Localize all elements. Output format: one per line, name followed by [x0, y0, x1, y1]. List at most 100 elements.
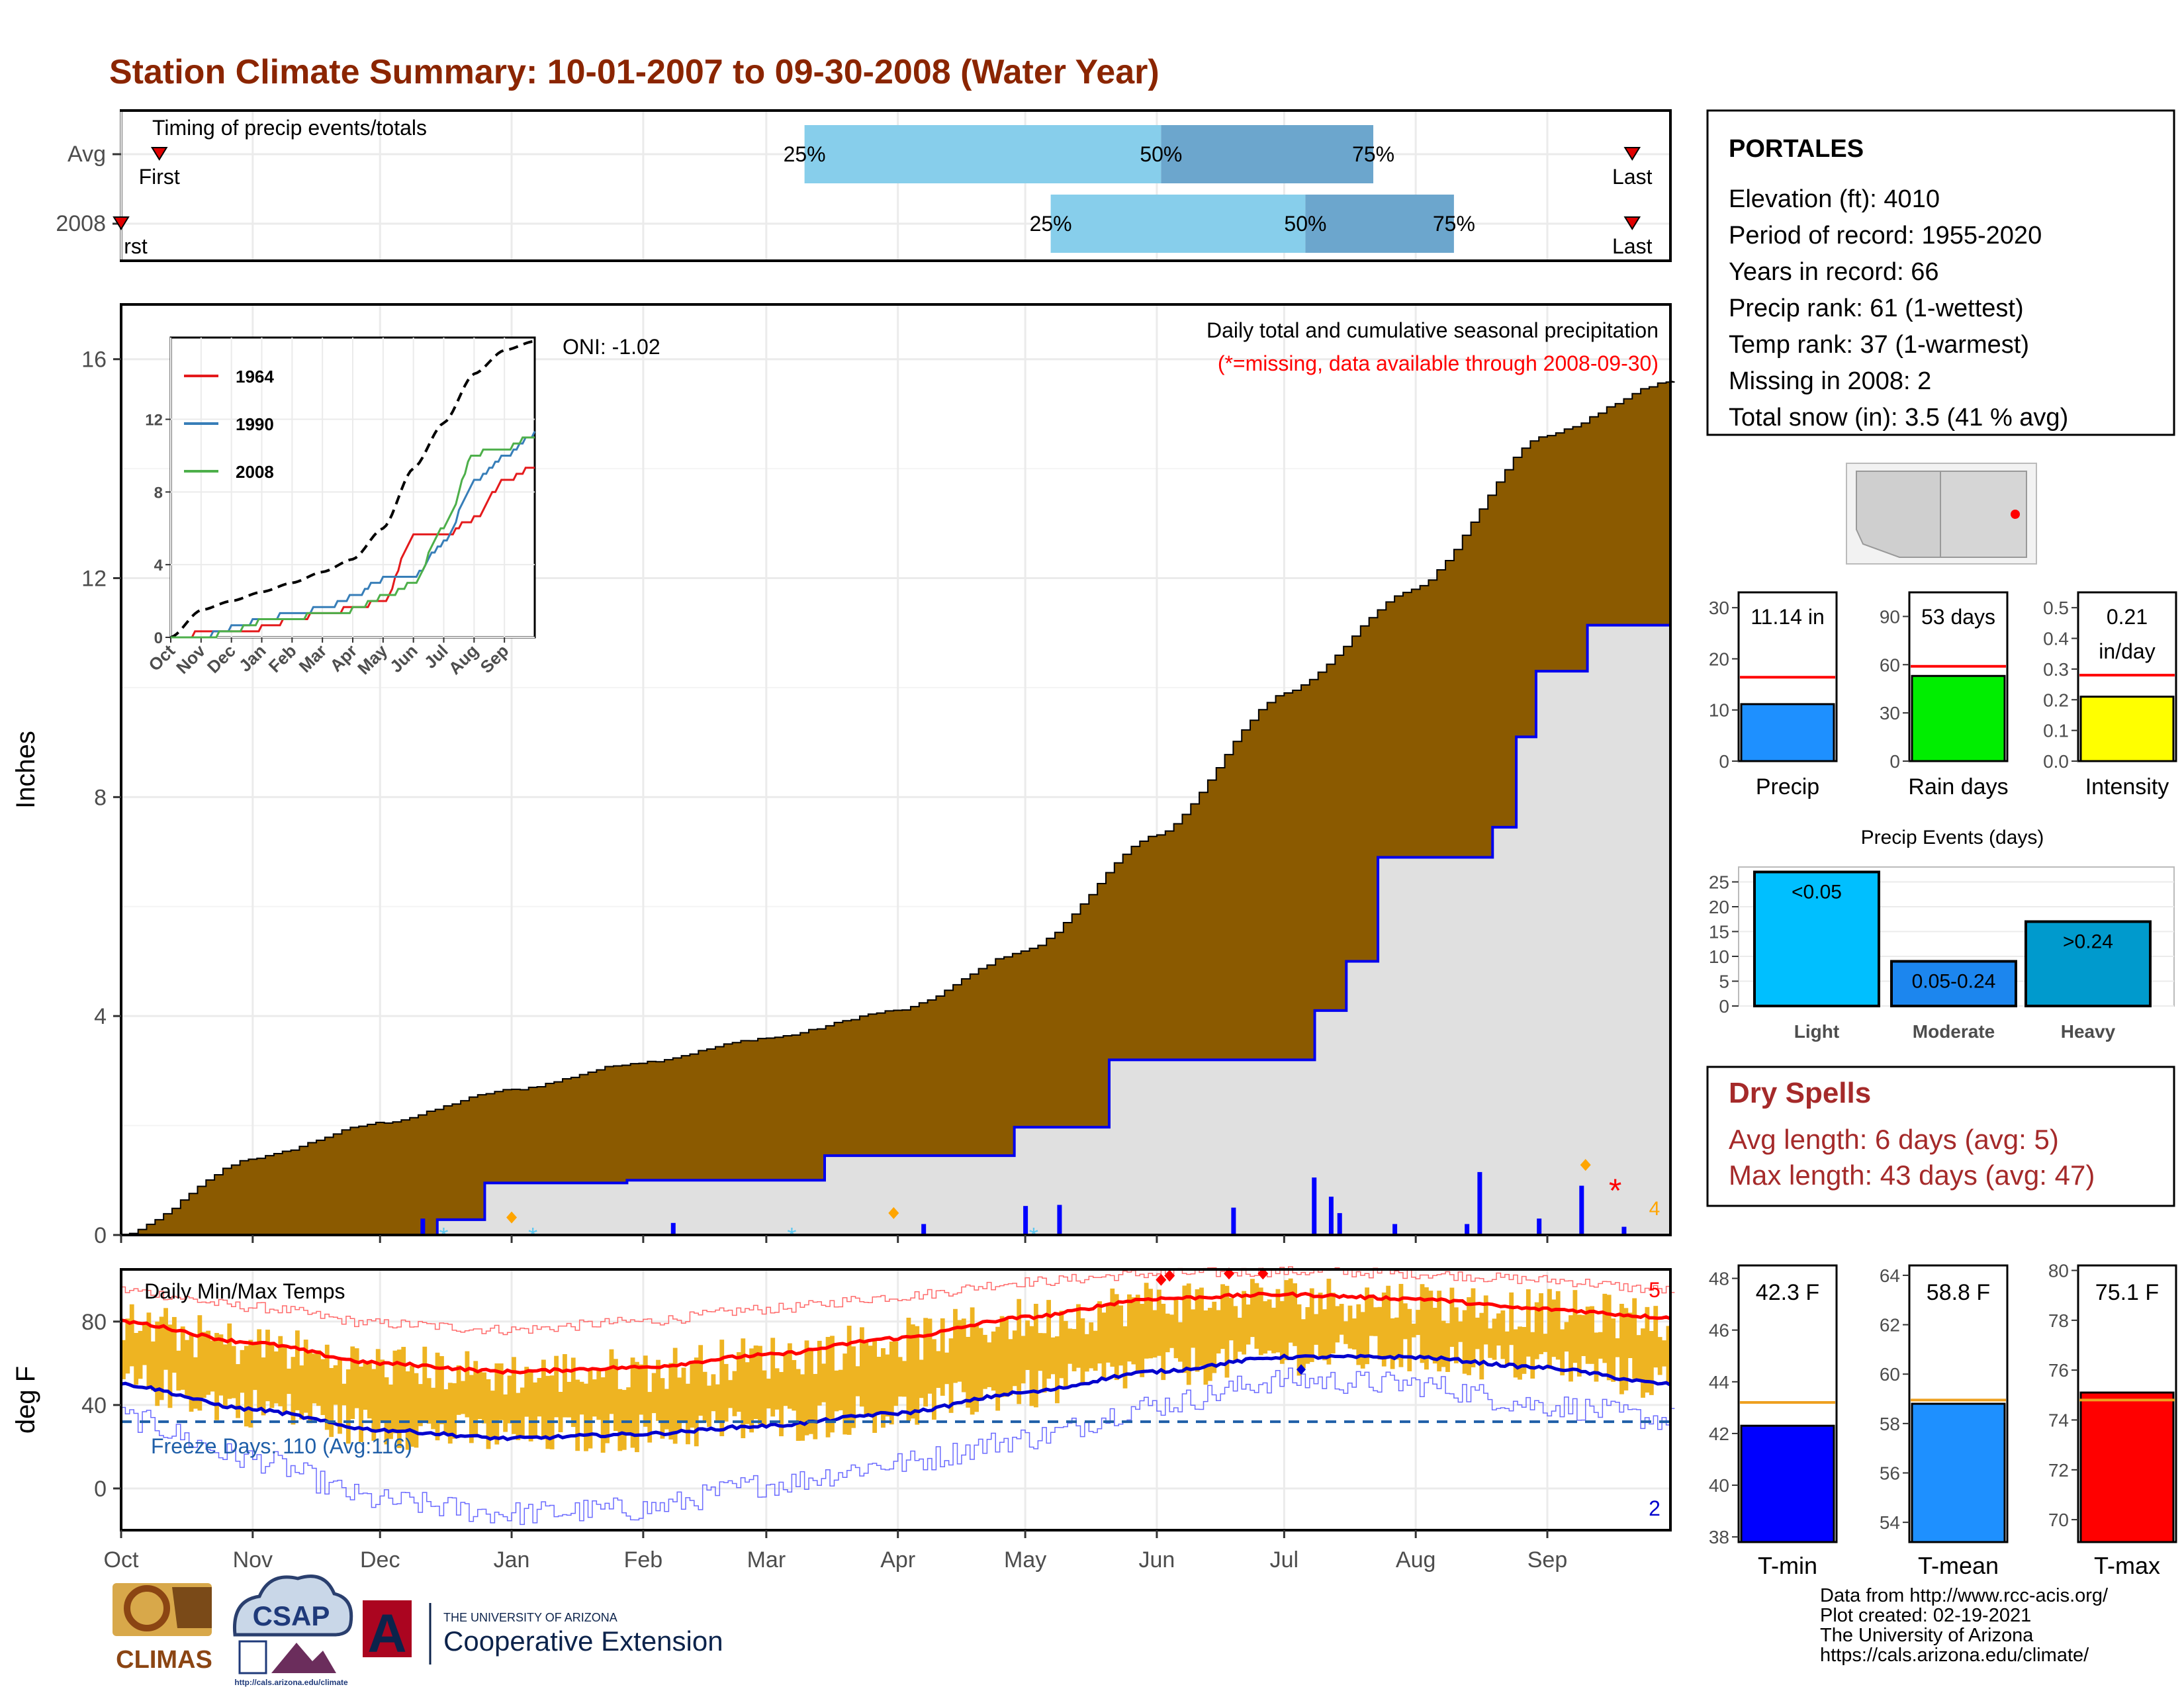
daily-temp-bar: [193, 1357, 198, 1409]
daily-temp-bar: [774, 1368, 780, 1410]
precip-ytick-label: 16: [81, 347, 107, 373]
daily-temp-bar: [176, 1350, 181, 1391]
temp-xtick-label: Feb: [624, 1547, 663, 1573]
daily-temp-bar: [1267, 1299, 1272, 1351]
daily-temp-bar: [1089, 1322, 1094, 1369]
daily-temp-bar: [741, 1338, 746, 1439]
daily-temp-bar: [252, 1342, 257, 1391]
daily-temp-bar: [707, 1385, 711, 1427]
temp-ytick-label: 0: [94, 1477, 107, 1502]
daily-temp-bar: [163, 1308, 168, 1370]
ua-logo-block: [363, 1600, 412, 1657]
temp-summary-label: T-max: [2094, 1552, 2160, 1579]
daily-temp-bar: [1305, 1306, 1310, 1364]
daily-temp-bar: [1365, 1287, 1370, 1365]
daily-temp-bar: [1576, 1314, 1582, 1377]
extreme-precip-marker: [1580, 1159, 1591, 1171]
daily-temp-bar: [329, 1367, 334, 1438]
daily-temp-bar: [316, 1350, 321, 1406]
daily-temp-bar: [681, 1367, 686, 1422]
quartile-label: 25%: [1030, 212, 1072, 236]
daily-precip-bar: [670, 1222, 676, 1235]
daily-temp-bar: [486, 1379, 491, 1449]
mini-chart-ytick-label: 44: [1709, 1372, 1729, 1393]
precip-events-title: Precip Events (days): [1861, 827, 2044, 848]
first-event-marker: [150, 147, 168, 161]
daily-temp-bar: [257, 1329, 262, 1408]
daily-temp-bar: [435, 1352, 440, 1441]
daily-temp-bar: [1585, 1306, 1590, 1364]
daily-temp-bar: [545, 1375, 551, 1449]
inset-series-line: [171, 431, 536, 639]
mini-chart-value: 0.21: [2107, 605, 2148, 629]
station-location-marker: [2011, 510, 2020, 519]
year-cumulative-line: [121, 623, 1670, 1236]
mini-chart-ytick-label: 10: [1709, 700, 1729, 721]
station-info-line: Period of record: 1955-2020: [1729, 222, 2042, 250]
avg-cumulative-area: [120, 380, 1675, 1236]
daily-precip-bar: [1057, 1205, 1062, 1235]
temp-xtick-label: May: [1004, 1547, 1046, 1573]
daily-temp-bar: [1173, 1297, 1179, 1359]
daily-temp-bar: [1402, 1303, 1408, 1340]
inset-ytick-label: 4: [154, 557, 163, 574]
oni-label: ONI: -1.02: [563, 335, 660, 359]
daily-temp-bar: [1186, 1283, 1191, 1385]
daily-temp-bar: [1441, 1320, 1446, 1367]
daily-temp-bar: [753, 1345, 758, 1420]
first-event-label: First: [139, 165, 180, 189]
daily-temp-bar: [214, 1332, 219, 1420]
daily-temp-bar: [927, 1318, 933, 1394]
daily-temp-bar: [359, 1366, 363, 1442]
mini-chart-ytick-label: 40: [1709, 1475, 1729, 1496]
daily-temp-bar: [1560, 1329, 1565, 1376]
daily-temp-bar: [838, 1369, 843, 1410]
dry-spells-frame: [1706, 1066, 2175, 1207]
daily-temp-bar: [957, 1320, 962, 1382]
daily-precip-bar: [1337, 1212, 1342, 1235]
quartile-box-lower: [804, 125, 1161, 183]
daily-temp-bar: [410, 1365, 414, 1447]
daily-temp-bar: [1220, 1284, 1225, 1349]
quartile-box-lower: [1050, 195, 1306, 253]
daily-temp-bar: [1619, 1303, 1624, 1394]
daily-temp-bar: [1263, 1301, 1268, 1354]
mini-chart-ytick-label: 56: [1880, 1463, 1900, 1484]
mini-chart-ytick-label: 46: [1709, 1320, 1729, 1341]
daily-temp-bar: [1572, 1290, 1578, 1363]
daily-temp-bar: [592, 1379, 597, 1417]
daily-temp-bar: [426, 1378, 432, 1424]
daily-temp-bar: [392, 1350, 398, 1434]
daily-temp-bar: [1279, 1301, 1285, 1364]
daily-temp-bar: [766, 1379, 771, 1409]
daily-temp-bar: [1543, 1334, 1548, 1352]
daily-temp-bar: [851, 1346, 856, 1428]
daily-temp-bar: [686, 1383, 690, 1445]
daily-temp-bar: [579, 1381, 584, 1415]
daily-temp-bar: [1084, 1334, 1089, 1372]
ua-logo-letter: A: [367, 1604, 406, 1664]
daily-temp-bar: [1258, 1287, 1263, 1355]
daily-temp-bar: [970, 1307, 975, 1415]
daily-temp-bar: [1330, 1293, 1336, 1354]
daily-temp-bar: [189, 1335, 194, 1412]
precip-ylabel: Inches: [11, 731, 40, 809]
main-title: Station Climate Summary: 10-01-2007 to 0…: [109, 53, 1160, 91]
daily-temp-bar: [668, 1363, 674, 1440]
daily-temp-bar: [363, 1362, 368, 1410]
daily-temp-bar: [1445, 1323, 1450, 1372]
daily-temp-bar: [291, 1357, 296, 1425]
daily-temp-bar: [1602, 1293, 1608, 1363]
daily-temp-bar: [864, 1342, 869, 1418]
daily-temp-bar: [859, 1327, 864, 1407]
daily-temp-bar: [923, 1318, 929, 1407]
daily-temp-bar: [371, 1369, 377, 1441]
temp-xtick-label: Dec: [360, 1547, 400, 1573]
daily-temp-bar: [1203, 1310, 1208, 1385]
daily-temp-bar: [1297, 1304, 1302, 1376]
daily-precip-bar: [1477, 1171, 1482, 1235]
daily-temp-bar: [1233, 1306, 1238, 1362]
daily-temp-bar: [677, 1377, 682, 1430]
dry-spells-max: Max length: 43 days (avg: 47): [1729, 1160, 2095, 1191]
daily-temp-bar: [787, 1343, 792, 1409]
